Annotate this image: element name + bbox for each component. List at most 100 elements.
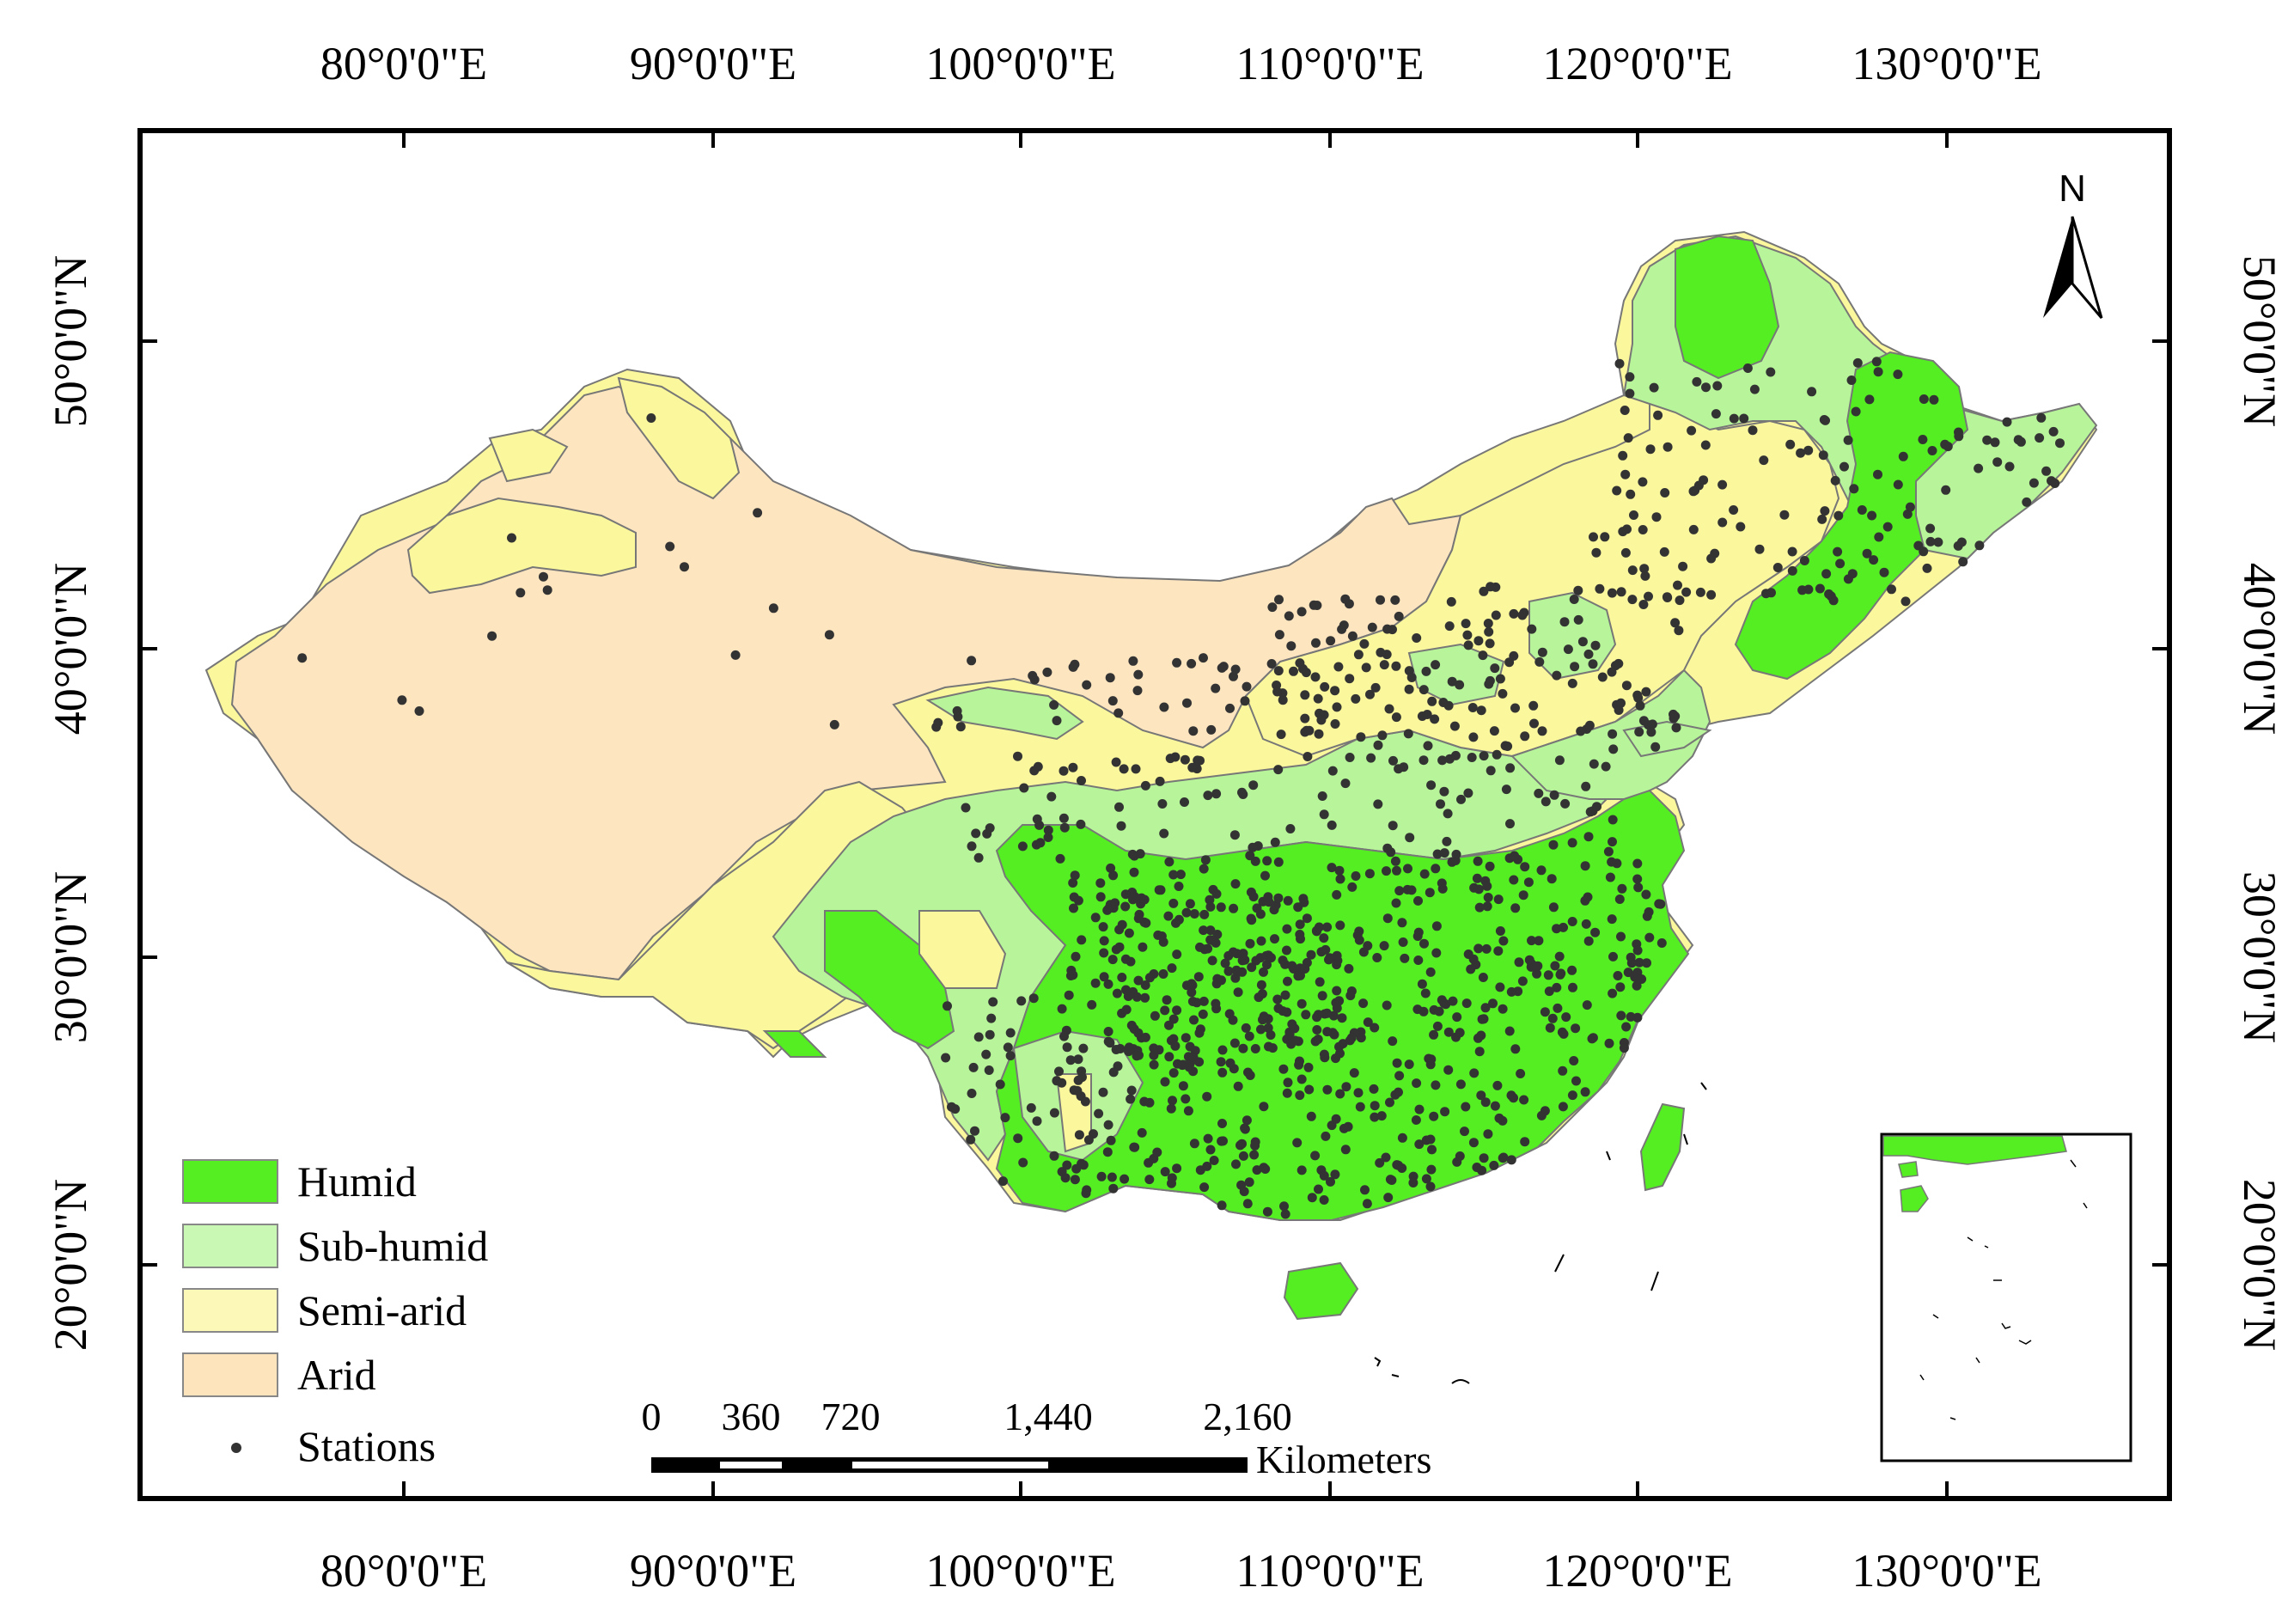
station-point: [1621, 1022, 1632, 1032]
station-point: [1549, 790, 1559, 800]
station-point: [1398, 937, 1408, 947]
station-point: [1376, 595, 1385, 605]
station-point: [1623, 968, 1633, 978]
station-point: [1363, 941, 1373, 951]
station-point: [1394, 611, 1404, 621]
station-point: [1121, 1004, 1132, 1015]
station-point: [1645, 444, 1656, 455]
station-point: [1102, 1147, 1113, 1157]
station-point: [1159, 702, 1169, 712]
station-point: [1455, 1028, 1465, 1038]
station-point: [1230, 664, 1241, 675]
station-point: [1237, 1139, 1247, 1149]
station-point: [1443, 809, 1453, 819]
station-point: [1127, 849, 1138, 859]
legend-label-sub-humid: Sub-humid: [297, 1222, 488, 1270]
station-point: [297, 653, 308, 663]
station-point: [1150, 1010, 1160, 1021]
south-china-sea-inset: [1880, 1133, 2132, 1462]
station-point: [1076, 819, 1086, 829]
station-point: [1208, 936, 1218, 946]
station-point: [1164, 1020, 1174, 1030]
station-point: [1267, 602, 1278, 613]
station-point: [1107, 1172, 1117, 1182]
station-point: [1480, 1003, 1491, 1013]
station-point: [1065, 1055, 1076, 1065]
station-point: [1922, 563, 1932, 573]
station-point: [1329, 1029, 1339, 1040]
station-point: [1871, 357, 1882, 367]
station-point: [1581, 919, 1591, 929]
station-point: [1307, 1193, 1317, 1203]
station-point: [1554, 755, 1565, 766]
station-point: [1158, 969, 1168, 979]
station-point: [1362, 1199, 1372, 1209]
station-point: [1108, 1067, 1119, 1078]
station-point: [1295, 930, 1305, 939]
station-point: [1874, 532, 1884, 542]
station-point: [1849, 484, 1859, 494]
station-point: [995, 1079, 1005, 1090]
station-point: [1113, 708, 1124, 718]
station-point: [1869, 555, 1879, 565]
station-point: [1242, 1199, 1253, 1209]
station-point: [1650, 742, 1661, 752]
station-point: [1411, 1115, 1421, 1125]
station-point: [1340, 778, 1351, 789]
station-point: [1455, 1079, 1466, 1090]
station-point: [1390, 595, 1400, 605]
station-point: [1417, 979, 1427, 989]
station-point: [1632, 945, 1643, 955]
station-point: [1120, 954, 1131, 964]
station-point: [1356, 732, 1366, 742]
station-point: [1388, 1036, 1398, 1047]
station-point: [1559, 617, 1570, 627]
station-point: [1431, 948, 1442, 958]
legend-item-arid: Arid: [182, 1351, 376, 1399]
station-point: [1139, 894, 1150, 905]
station-point: [1590, 640, 1601, 650]
station-point: [1669, 713, 1679, 723]
station-point: [1675, 595, 1685, 606]
station-point: [1252, 903, 1262, 913]
station-point: [1638, 600, 1649, 609]
station-point: [1925, 536, 1936, 546]
station-point: [1229, 830, 1240, 840]
station-point: [1700, 440, 1711, 450]
lat-label-40-left: 40°0'0"N: [45, 563, 96, 735]
station-point: [1379, 941, 1389, 951]
station-point: [516, 588, 526, 598]
lon-label-80: 80°0'0"E: [320, 38, 487, 89]
station-point: [1114, 925, 1125, 935]
station-point: [1510, 851, 1520, 861]
lat-label-30-right: 30°0'0"N: [2234, 871, 2285, 1043]
station-point: [1644, 932, 1655, 943]
legend-label-arid: Arid: [297, 1351, 376, 1399]
station-point: [1194, 1028, 1205, 1038]
station-point: [941, 1053, 951, 1063]
station-point: [1262, 960, 1272, 970]
station-point: [1528, 700, 1539, 711]
station-point: [1334, 1041, 1344, 1052]
station-point: [1644, 907, 1654, 917]
station-point: [1049, 1151, 1059, 1161]
station-point: [1556, 968, 1566, 979]
station-point: [1547, 1013, 1558, 1023]
station-point: [1247, 962, 1257, 973]
station-point: [1244, 1031, 1254, 1041]
station-point: [1064, 990, 1074, 1000]
station-point: [1199, 996, 1209, 1006]
station-point: [1043, 825, 1053, 835]
station-point: [1211, 683, 1221, 693]
station-point: [1467, 703, 1478, 712]
station-point: [1772, 563, 1783, 572]
station-point: [1326, 1176, 1335, 1187]
station-point: [1312, 1012, 1322, 1023]
station-point: [1217, 975, 1226, 986]
station-point: [1476, 1090, 1486, 1101]
station-point: [1592, 802, 1602, 812]
station-point: [1460, 1126, 1469, 1137]
station-point: [1206, 724, 1217, 735]
station-point: [1168, 870, 1179, 880]
station-point: [1284, 1029, 1295, 1040]
